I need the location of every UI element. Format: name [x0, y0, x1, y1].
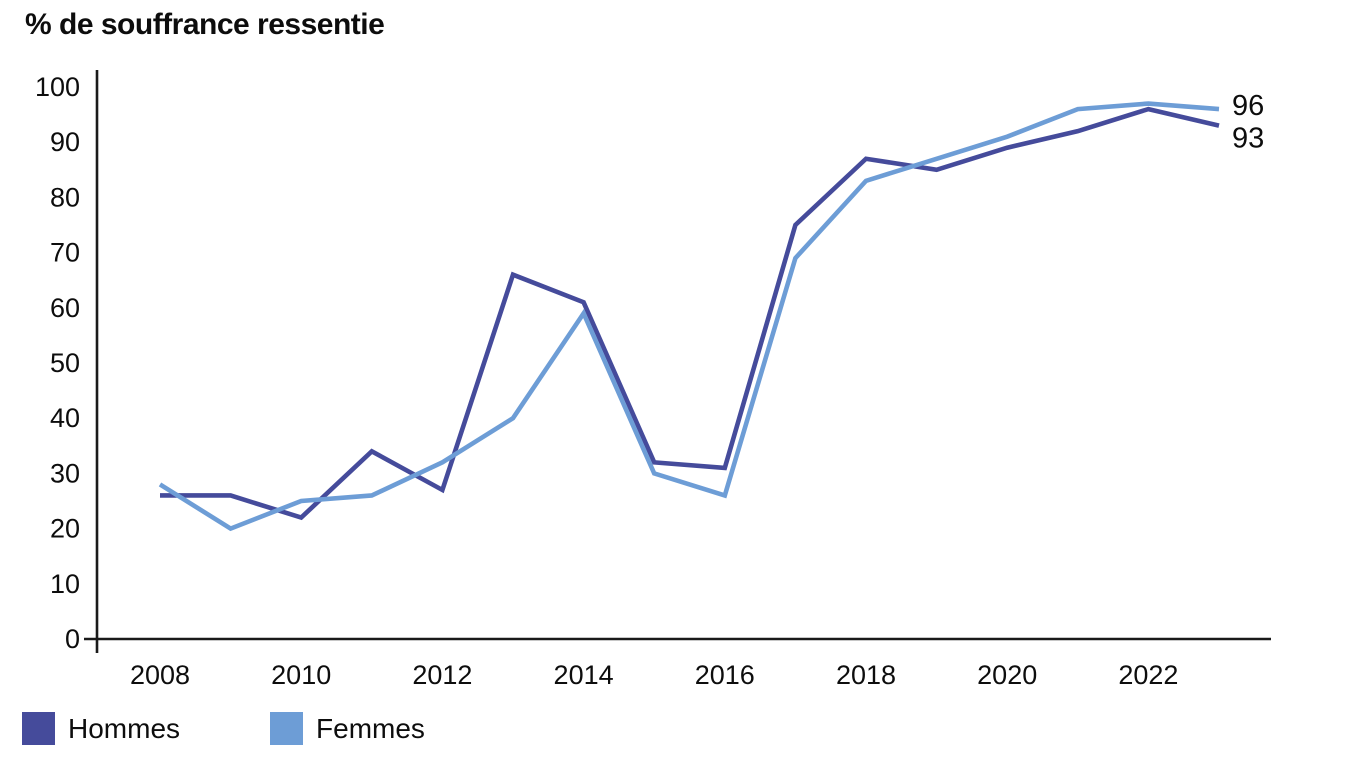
y-tick-label: 30 [50, 458, 80, 488]
legend-item-hommes: Hommes [22, 712, 180, 745]
legend-item-femmes: Femmes [270, 712, 425, 745]
y-tick-label: 100 [35, 72, 80, 102]
hommes-end-label: 93 [1232, 123, 1264, 155]
y-tick-label: 60 [50, 293, 80, 323]
y-tick-label: 70 [50, 238, 80, 268]
legend-label-femmes: Femmes [316, 712, 425, 744]
y-tick-label: 50 [50, 348, 80, 378]
x-tick-label: 2014 [554, 660, 614, 690]
y-tick-label: 10 [50, 569, 80, 599]
chart-title: % de souffrance ressentie [25, 8, 385, 41]
femmes-line [158, 101, 1220, 532]
x-tick-label: 2010 [271, 660, 331, 690]
y-tick-label: 90 [50, 127, 80, 157]
femmes-end-label: 96 [1232, 90, 1264, 122]
y-tick-label: 0 [65, 624, 80, 654]
x-tick-label: 2016 [695, 660, 755, 690]
hommes-swatch [22, 712, 55, 745]
legend: Hommes Femmes [22, 712, 425, 745]
y-tick-label: 20 [50, 514, 80, 544]
x-tick-label: 2020 [977, 660, 1037, 690]
x-tick-label: 2022 [1118, 660, 1178, 690]
femmes-swatch [270, 712, 304, 745]
y-tick-label: 80 [50, 182, 80, 212]
x-tick-label: 2018 [836, 660, 896, 690]
hommes-line [160, 106, 1220, 521]
legend-label-hommes: Hommes [68, 712, 181, 744]
y-tick-label: 40 [50, 403, 80, 433]
x-tick-label: 2008 [130, 660, 190, 690]
x-tick-label: 2012 [412, 660, 472, 690]
